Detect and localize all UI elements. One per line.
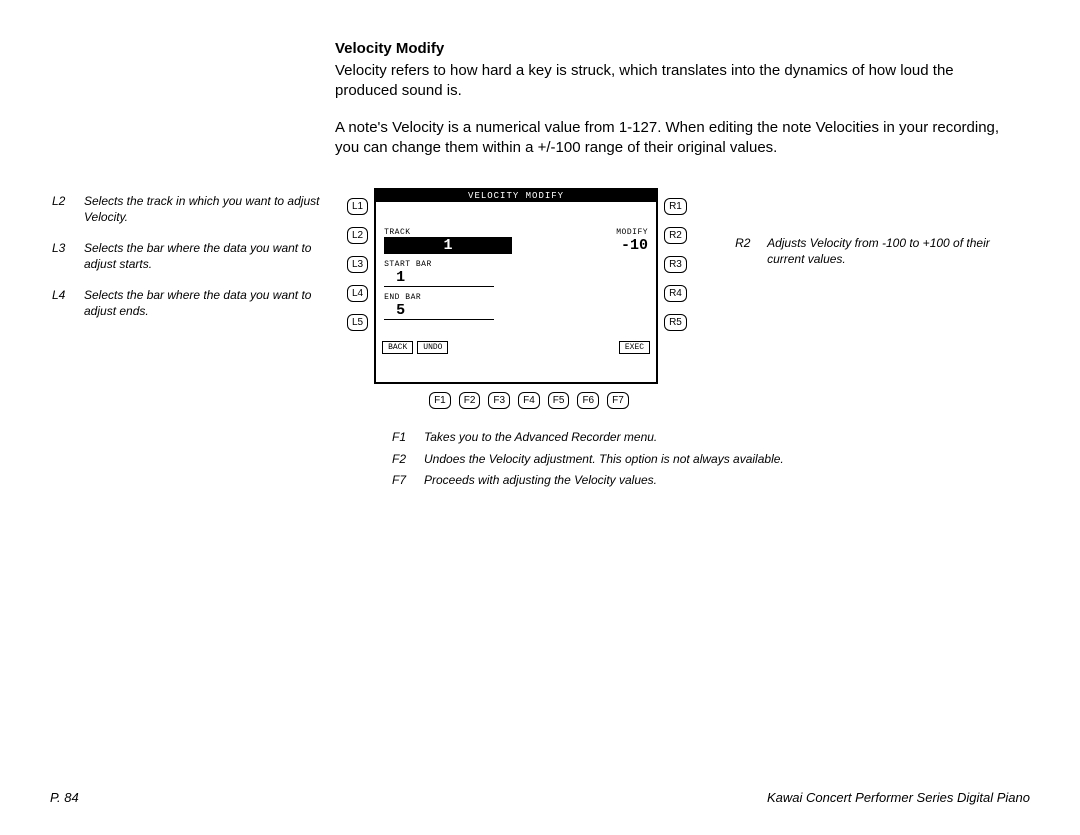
start-bar-value: 1 bbox=[384, 269, 405, 286]
right-button-descriptions: R2Adjusts Velocity from -100 to +100 of … bbox=[723, 188, 1030, 279]
button-f4[interactable]: F4 bbox=[518, 392, 540, 409]
track-value: 1 bbox=[384, 237, 512, 254]
device-diagram: L1 L2 L3 L4 L5 VELOCITY MODIFY TRACK 1 bbox=[347, 188, 723, 409]
paragraph-2: A note's Velocity is a numerical value f… bbox=[335, 118, 1015, 159]
start-bar-label: START BAR bbox=[384, 260, 648, 269]
button-r4[interactable]: R4 bbox=[664, 285, 687, 302]
section-title: Velocity Modify bbox=[335, 40, 1030, 57]
screen-undo-button[interactable]: UNDO bbox=[417, 341, 448, 354]
paragraph-1: Velocity refers to how hard a key is str… bbox=[335, 61, 1015, 102]
screen-back-button[interactable]: BACK bbox=[382, 341, 413, 354]
screen-exec-button[interactable]: EXEC bbox=[619, 341, 650, 354]
left-button-column: L1 L2 L3 L4 L5 bbox=[347, 188, 368, 331]
page-number: P. 84 bbox=[50, 790, 79, 805]
left-button-descriptions: L2Selects the track in which you want to… bbox=[50, 188, 347, 332]
modify-value: -10 bbox=[621, 237, 648, 254]
end-bar-value: 5 bbox=[384, 302, 405, 319]
button-f6[interactable]: F6 bbox=[577, 392, 599, 409]
screen-header: VELOCITY MODIFY bbox=[376, 190, 656, 202]
button-l1[interactable]: L1 bbox=[347, 198, 368, 215]
button-r5[interactable]: R5 bbox=[664, 314, 687, 331]
button-l5[interactable]: L5 bbox=[347, 314, 368, 331]
button-f2[interactable]: F2 bbox=[459, 392, 481, 409]
button-f1[interactable]: F1 bbox=[429, 392, 451, 409]
function-key-descriptions: F1Takes you to the Advanced Recorder men… bbox=[390, 427, 1030, 494]
button-r1[interactable]: R1 bbox=[664, 198, 687, 215]
button-f7[interactable]: F7 bbox=[607, 392, 629, 409]
product-name: Kawai Concert Performer Series Digital P… bbox=[767, 790, 1030, 805]
right-button-column: R1 R2 R3 R4 R5 bbox=[664, 188, 687, 331]
lcd-screen: VELOCITY MODIFY TRACK 1 MODIFY -10 bbox=[374, 188, 658, 384]
button-l4[interactable]: L4 bbox=[347, 285, 368, 302]
modify-label: MODIFY bbox=[616, 228, 648, 237]
button-r2[interactable]: R2 bbox=[664, 227, 687, 244]
button-r3[interactable]: R3 bbox=[664, 256, 687, 273]
button-l2[interactable]: L2 bbox=[347, 227, 368, 244]
button-f5[interactable]: F5 bbox=[548, 392, 570, 409]
button-l3[interactable]: L3 bbox=[347, 256, 368, 273]
track-label: TRACK bbox=[384, 228, 512, 237]
end-bar-label: END BAR bbox=[384, 293, 648, 302]
button-f3[interactable]: F3 bbox=[488, 392, 510, 409]
function-button-row: F1 F2 F3 F4 F5 F6 F7 bbox=[383, 392, 675, 409]
